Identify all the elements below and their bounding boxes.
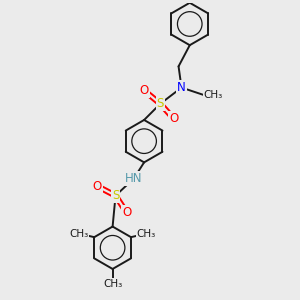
Text: CH₃: CH₃ bbox=[69, 229, 88, 238]
Text: N: N bbox=[177, 81, 186, 94]
Text: S: S bbox=[157, 97, 164, 110]
Text: O: O bbox=[140, 84, 149, 97]
Text: HN: HN bbox=[125, 172, 142, 185]
Text: S: S bbox=[112, 189, 119, 202]
Text: O: O bbox=[169, 112, 178, 125]
Text: CH₃: CH₃ bbox=[103, 279, 122, 289]
Text: O: O bbox=[122, 206, 131, 219]
Text: CH₃: CH₃ bbox=[137, 229, 156, 238]
Text: O: O bbox=[93, 180, 102, 193]
Text: CH₃: CH₃ bbox=[204, 90, 223, 100]
